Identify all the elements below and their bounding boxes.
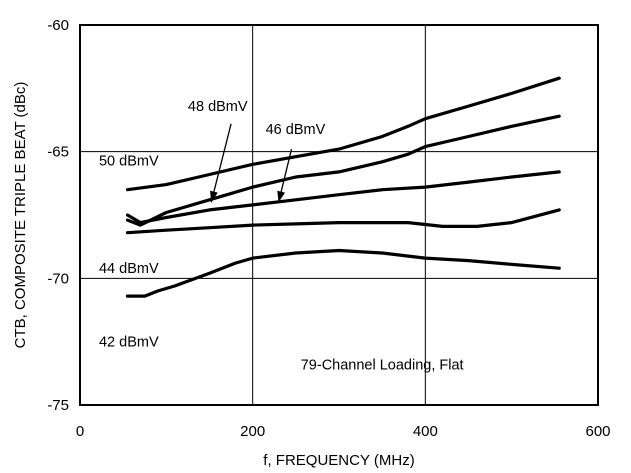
series-group [125,76,561,298]
y-tick-label: -65 [47,144,69,161]
series-line-50-dbmv [125,76,561,192]
x-tick-label: 400 [413,423,438,440]
arrows-group [210,123,293,203]
plot-frame [79,24,599,406]
series-label: 46 dBmV [266,122,326,138]
x-axis-label: f, FREQUENCY (MHz) [263,452,414,469]
x-tick-label: 200 [240,423,265,440]
chart-annotation: 79-Channel Loading, Flat [301,358,464,374]
y-tick-label: -60 [47,17,69,34]
series-labels: 50 dBmV 48 dBmV 46 dBmV 44 dBmV 42 dBmV [99,99,326,351]
annotation-arrowhead [210,190,218,203]
x-tick-labels: 0 200 400 600 [76,423,611,440]
x-tick-label: 0 [76,423,84,440]
annotation-arrowhead [277,190,286,203]
x-tick-label: 600 [585,423,610,440]
series-line-46-dbmv [125,170,561,225]
y-tick-label: -75 [47,397,69,414]
grid [80,25,598,405]
series-line-42-dbmv [125,248,561,298]
series-label: 48 dBmV [188,99,248,115]
annotation-arrow [210,123,232,203]
y-axis-label: CTB, COMPOSITE TRIPLE BEAT (dBc) [12,82,29,349]
series-line-44-dbmv [125,208,561,235]
series-label: 44 dBmV [99,261,159,277]
y-tick-label: -70 [47,270,69,287]
series-label: 50 dBmV [99,154,159,170]
y-tick-labels: -60 -65 -70 -75 [47,17,69,414]
series-line-48-dbmv [125,114,561,227]
series-label: 42 dBmV [99,335,159,351]
